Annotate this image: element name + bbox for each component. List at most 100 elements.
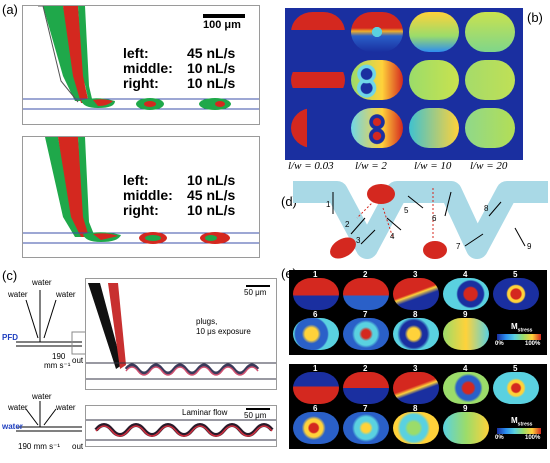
e-t-legend-m: M: [511, 322, 518, 331]
e-b-num-5: 5: [513, 364, 518, 373]
panel-d-channel: [293, 181, 548, 259]
e-t-7: [343, 318, 389, 350]
d-num-6: 6: [432, 214, 437, 223]
e-b-num-4: 4: [463, 364, 468, 373]
d-num-2: 2: [345, 220, 350, 229]
b-r2-c1: [291, 60, 345, 100]
d-num-1: 1: [326, 200, 331, 209]
b-caption-1: l/w = 0.03: [288, 160, 334, 172]
c-bot-water-left: water: [8, 403, 28, 412]
e-t-5: [493, 278, 539, 310]
bottom-middle-value: 45 nL/s: [187, 187, 236, 203]
e-t-2: [343, 278, 389, 310]
e-b-num-9: 9: [463, 404, 468, 413]
b-caption-3: l/w = 10: [414, 160, 452, 172]
panel-c-bottom-schematic: [16, 401, 82, 432]
c-top-out: out: [72, 356, 84, 365]
c-top-water-center: water: [32, 278, 52, 287]
e-t-num-6: 6: [313, 310, 318, 319]
e-t-9: [443, 318, 489, 350]
top-right-value: 10 nL/s: [187, 75, 236, 91]
panel-a-top-svg: [23, 6, 259, 110]
top-left-label: left:: [123, 45, 149, 61]
bottom-right-value: 10 nL/s: [187, 202, 236, 218]
c-top-speed-unit: mm s⁻¹: [44, 361, 71, 370]
c-top-water-right: water: [56, 290, 76, 299]
panel-a-label: (a): [2, 2, 18, 17]
e-b-legend-sub: stress: [517, 421, 533, 428]
c-laminar-text: Laminar flow: [182, 408, 228, 417]
e-t-8: [393, 318, 439, 350]
e-t-num-2: 2: [363, 270, 368, 279]
e-t-num-1: 1: [313, 270, 318, 279]
e-b-num-2: 2: [363, 364, 368, 373]
e-b-num-3: 3: [413, 364, 418, 373]
bottom-left-label: left:: [123, 172, 149, 188]
top-middle-label: middle:: [123, 60, 173, 76]
c-top-scale-label: 50 μm: [244, 288, 267, 297]
panel-c-top-image: 50 μm plugs, 10 μs exposure: [85, 278, 277, 390]
top-left-value: 45 nL/s: [187, 45, 236, 61]
panel-b-label: (b): [527, 10, 543, 25]
e-t-num-9: 9: [463, 310, 468, 319]
e-t-4: [443, 278, 489, 310]
d-num-4: 4: [390, 232, 395, 241]
c-exposure-text: 10 μs exposure: [196, 327, 251, 336]
c-bot-water-center: water: [32, 392, 52, 401]
panel-e-top-image: 1 2 3 4 5 6 7 8 9 Mstress 0% 100%: [289, 270, 547, 355]
c-top-speed: 190: [52, 352, 66, 361]
e-t-legend-max: 100%: [525, 341, 541, 347]
b-r1-c3: [409, 12, 459, 52]
bottom-right-label: right:: [123, 202, 159, 218]
panel-a-top-image: 100 μm left: 45 nL/s middle: 10 nL/s rig…: [22, 5, 260, 125]
e-b-legend-max: 100%: [525, 435, 541, 441]
b-r2-c3: [409, 60, 459, 100]
c-bottom-scale-label: 50 μm: [244, 411, 267, 420]
b-r3-c2: [351, 108, 403, 148]
e-t-legend-min: 0%: [495, 341, 504, 347]
c-top-water-left: water: [8, 290, 28, 299]
e-b-1: [293, 372, 339, 404]
e-t-1: [293, 278, 339, 310]
bottom-middle-label: middle:: [123, 187, 173, 203]
e-b-4: [443, 372, 489, 404]
top-right-label: right:: [123, 75, 159, 91]
c-top-scale-bar: [246, 285, 270, 287]
e-b-legend-min: 0%: [495, 435, 504, 441]
e-b-3: [393, 372, 439, 404]
panel-c-top-svg: [86, 283, 276, 380]
e-b-8: [393, 412, 439, 444]
e-b-num-1: 1: [313, 364, 318, 373]
bottom-left-value: 10 nL/s: [187, 172, 236, 188]
e-b-9: [443, 412, 489, 444]
e-t-3: [393, 278, 439, 310]
e-t-colorbar: [497, 334, 541, 340]
panel-e-bottom-image: 1 2 3 4 5 6 7 8 9 Mstress 0% 100%: [289, 364, 547, 449]
panel-a-scale-bar: [203, 14, 245, 18]
e-b-num-6: 6: [313, 404, 318, 413]
e-b-num-7: 7: [363, 404, 368, 413]
b-caption-4: l/w = 20: [470, 160, 508, 172]
c-bottom-scale-bar: [246, 408, 270, 410]
b-r1-c2: [351, 12, 403, 52]
c-bot-speed: 190 mm s⁻¹: [18, 442, 61, 451]
top-middle-value: 10 nL/s: [187, 60, 236, 76]
panel-a-bottom-image: left: 10 nL/s middle: 45 nL/s right: 10 …: [22, 136, 260, 258]
e-b-legend-m: M: [511, 416, 518, 425]
e-b-7: [343, 412, 389, 444]
b-caption-2: l/w = 2: [355, 160, 387, 172]
c-plugs-text: plugs,: [196, 317, 218, 326]
c-bot-water-right: water: [56, 403, 76, 412]
panel-c-bottom-image: Laminar flow 50 μm: [85, 405, 277, 447]
c-top-pfd: PFD: [2, 333, 18, 342]
panel-b-image: [285, 8, 523, 160]
c-bot-water-inlet: water: [2, 422, 23, 431]
e-b-2: [343, 372, 389, 404]
panel-c-label: (c): [2, 268, 18, 283]
b-r1-c4: [465, 12, 515, 52]
c-bot-out: out: [72, 442, 84, 451]
b-r2-c4: [465, 60, 515, 100]
e-t-num-5: 5: [513, 270, 518, 279]
panel-a-bottom-svg: [23, 137, 259, 244]
b-r3-c3: [409, 108, 459, 148]
